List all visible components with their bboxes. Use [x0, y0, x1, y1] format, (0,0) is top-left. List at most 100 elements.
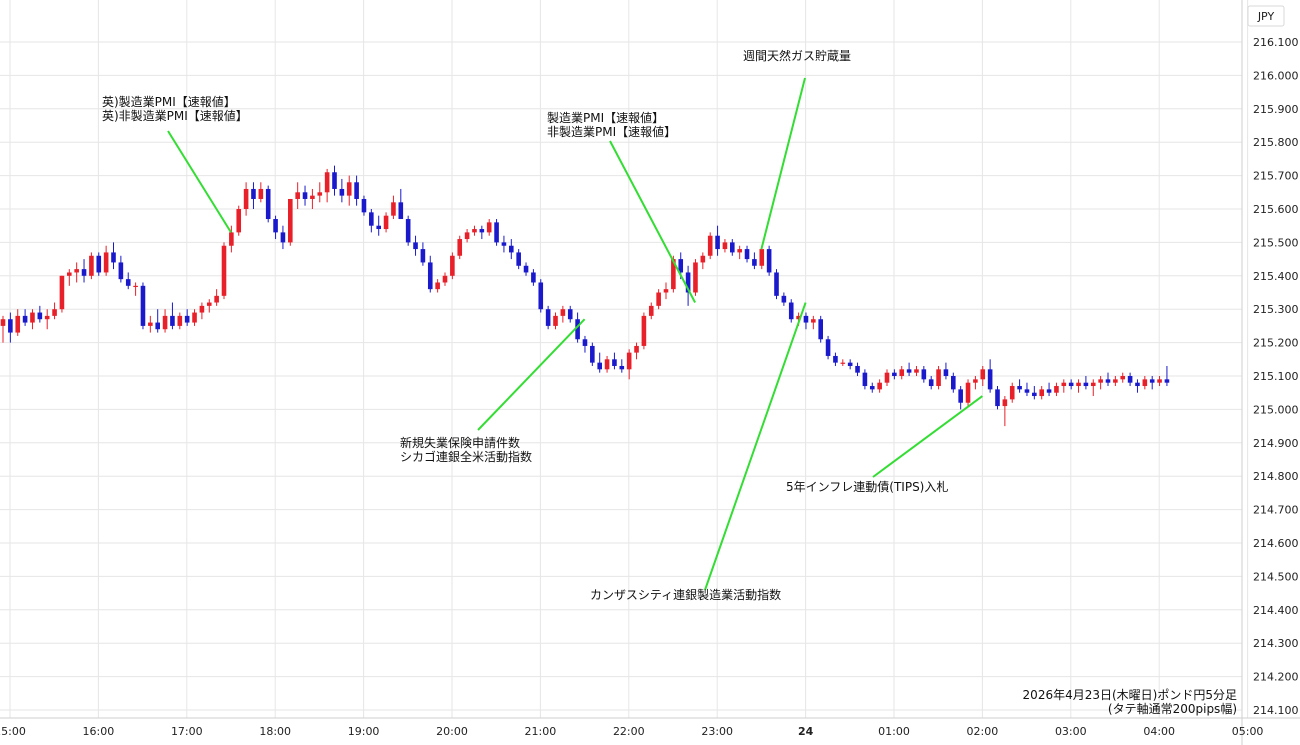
candle [243, 182, 249, 216]
candle-body [951, 376, 956, 390]
candle-body [118, 262, 124, 280]
y-tick-label: 215.600 [1253, 203, 1299, 216]
candle [936, 365, 941, 390]
candle [206, 299, 212, 313]
candle [847, 359, 853, 370]
chart-footer-caption: 2026年4月23日(木曜日)ポンド円5分足 [1023, 688, 1237, 702]
candle [781, 292, 787, 306]
candle-body [125, 279, 131, 286]
candle [221, 242, 227, 300]
candle [759, 245, 765, 270]
candle-body [199, 305, 205, 313]
candle-body [369, 212, 374, 226]
candle [722, 239, 728, 253]
candle [648, 302, 654, 320]
candle [582, 335, 588, 353]
event-annotation: 英)製造業PMI【速報値】英)非製造業PMI【速報値】 [102, 94, 248, 233]
candle-body [37, 312, 43, 320]
candle-body [1024, 389, 1030, 393]
candle [995, 386, 1000, 410]
candle-body [450, 255, 455, 276]
candle-body [899, 369, 905, 376]
candle-body [413, 242, 418, 250]
candle-body [494, 222, 499, 243]
candle [199, 302, 205, 320]
candle-body [582, 339, 588, 346]
candle-body [759, 249, 765, 266]
candle-body [192, 312, 197, 323]
candle-body [332, 172, 337, 189]
candle [140, 282, 146, 330]
event-annotation: 5年インフレ連動債(TIPS)入札 [786, 395, 983, 494]
x-tick-label: 18:00 [259, 725, 291, 738]
candle-body [869, 386, 875, 390]
candle [479, 225, 485, 240]
candle [133, 282, 138, 296]
candle-body [663, 289, 669, 293]
candle-body [89, 255, 94, 276]
candle-body [612, 359, 617, 366]
annotation-label: 製造業PMI【速報値】 [547, 110, 664, 125]
candle [81, 259, 87, 283]
candle-body [324, 172, 330, 193]
candle-body [206, 302, 212, 306]
candle [464, 229, 470, 243]
candle [803, 312, 809, 330]
y-tick-label: 214.300 [1253, 637, 1299, 650]
candle [641, 312, 647, 350]
event-annotation: 製造業PMI【速報値】非製造業PMI【速報値】 [547, 110, 696, 303]
candle-body [486, 222, 492, 233]
candle [457, 235, 463, 260]
candle-body [995, 389, 1000, 407]
candle-body [1017, 386, 1022, 390]
candle-body [847, 362, 853, 366]
candle [523, 262, 529, 276]
candle-body [1157, 379, 1162, 383]
candle-body [590, 345, 595, 363]
candle-body [892, 372, 897, 376]
candle [545, 305, 551, 330]
candle [1032, 386, 1037, 400]
candle [788, 299, 794, 323]
candle-body [30, 312, 35, 323]
candle-body [781, 295, 787, 303]
annotation-label: 非製造業PMI【速報値】 [547, 124, 676, 139]
candle [354, 175, 359, 206]
candle-body [1054, 386, 1059, 393]
y-tick-label: 214.100 [1253, 704, 1299, 717]
candle [177, 312, 183, 330]
annotation-label: 週間天然ガス貯蔵量 [743, 48, 851, 63]
candle [1149, 376, 1155, 390]
candle [391, 195, 396, 220]
annotation-leader-line [477, 318, 586, 431]
candle-body [693, 262, 698, 293]
candle [855, 362, 860, 376]
x-tick-label: 15:00 [0, 725, 26, 738]
candle-body [59, 275, 65, 310]
candle-body [103, 252, 109, 273]
candle-body [405, 219, 411, 243]
candle [766, 245, 772, 276]
candle [229, 225, 234, 253]
candle-body [184, 315, 190, 323]
candle-body [501, 242, 507, 246]
candle-body [523, 265, 529, 273]
candle [892, 369, 897, 380]
candle-body [928, 379, 934, 387]
candle-body [317, 192, 323, 196]
candle-body [788, 302, 794, 320]
candle [1009, 382, 1015, 403]
candle-body [958, 389, 963, 403]
candle [626, 349, 632, 380]
candle [899, 365, 905, 380]
candle-body [479, 229, 485, 233]
candle-body [427, 262, 433, 290]
candle [184, 309, 190, 326]
y-tick-label: 214.600 [1253, 537, 1299, 550]
y-tick-label: 215.400 [1253, 270, 1299, 283]
candle-body [1135, 382, 1140, 387]
candle-body [1083, 382, 1089, 387]
x-tick-label: 05:00 [1232, 725, 1264, 738]
candle-body [811, 319, 816, 323]
